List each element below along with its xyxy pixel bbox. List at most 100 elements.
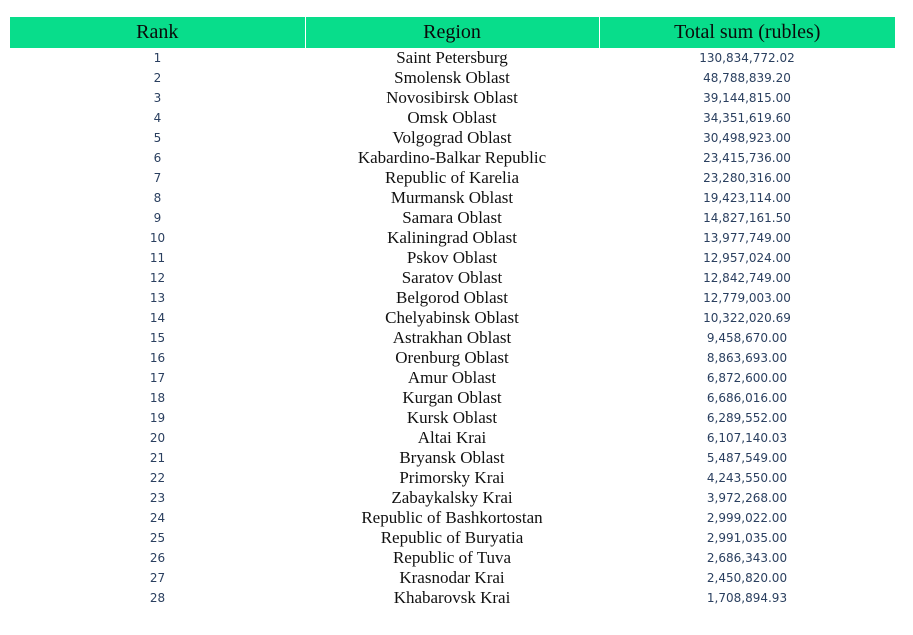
total-sum-cell: 9,458,670.00 (706, 331, 788, 345)
rank-cell: 20 (149, 431, 166, 445)
rank-cell: 27 (149, 571, 166, 585)
total-sum-cell: 6,872,600.00 (706, 371, 788, 385)
total-sum-cell: 2,450,820.00 (706, 571, 788, 585)
rank-cell: 17 (149, 371, 166, 385)
region-cell: Zabaykalsky Krai (391, 488, 513, 507)
table-row: 1 Saint Petersburg 130,834,772.02 (10, 48, 895, 68)
rank-cell: 7 (153, 171, 162, 185)
rank-cell: 4 (153, 111, 162, 125)
table-row: 27 Krasnodar Krai 2,450,820.00 (10, 568, 895, 588)
table-row: 25 Republic of Buryatia 2,991,035.00 (10, 528, 895, 548)
region-cell: Republic of Bashkortostan (361, 508, 543, 527)
rank-cell: 6 (153, 151, 162, 165)
column-header-region: Region (305, 17, 600, 48)
total-sum-cell: 23,415,736.00 (703, 151, 791, 165)
rank-cell: 14 (149, 311, 166, 325)
rank-cell: 11 (149, 251, 166, 265)
rank-cell: 13 (149, 291, 166, 305)
table-row: 14 Chelyabinsk Oblast 10,322,020.69 (10, 308, 895, 328)
table-body: 1 Saint Petersburg 130,834,772.02 2 Smolensk… (10, 48, 895, 608)
total-sum-cell: 6,686,016.00 (706, 391, 788, 405)
region-cell: Murmansk Oblast (390, 188, 514, 207)
region-cell: Astrakhan Oblast (392, 328, 512, 347)
total-sum-cell: 6,289,552.00 (706, 411, 788, 425)
total-sum-cell: 1,708,894.93 (706, 591, 788, 605)
table-row: 16 Orenburg Oblast 8,863,693.00 (10, 348, 895, 368)
table-row: 7 Republic of Karelia 23,280,316.00 (10, 168, 895, 188)
table-row: 17 Amur Oblast 6,872,600.00 (10, 368, 895, 388)
total-sum-cell: 14,827,161.50 (703, 211, 791, 225)
region-cell: Belgorod Oblast (396, 288, 508, 307)
region-cell: Samara Oblast (402, 208, 502, 227)
table-row: 18 Kurgan Oblast 6,686,016.00 (10, 388, 895, 408)
table-row: 13 Belgorod Oblast 12,779,003.00 (10, 288, 895, 308)
region-cell: Primorsky Krai (399, 468, 505, 487)
rank-cell: 21 (149, 451, 166, 465)
total-sum-cell: 19,423,114.00 (703, 191, 791, 205)
table-row: 2 Smolensk Oblast 48,788,839.20 (10, 68, 895, 88)
region-cell: Krasnodar Krai (399, 568, 505, 587)
region-cell: Orenburg Oblast (395, 348, 509, 367)
rank-cell: 16 (149, 351, 166, 365)
rank-cell: 18 (149, 391, 166, 405)
total-sum-cell: 6,107,140.03 (706, 431, 788, 445)
table-row: 8 Murmansk Oblast 19,423,114.00 (10, 188, 895, 208)
table-row: 3 Novosibirsk Oblast 39,144,815.00 (10, 88, 895, 108)
region-cell: Novosibirsk Oblast (386, 88, 518, 107)
rank-cell: 9 (153, 211, 162, 225)
rank-cell: 2 (153, 71, 162, 85)
rank-cell: 3 (153, 91, 162, 105)
rank-cell: 19 (149, 411, 166, 425)
rank-cell: 28 (149, 591, 166, 605)
total-sum-cell: 34,351,619.60 (703, 111, 791, 125)
table-row: 19 Kursk Oblast 6,289,552.00 (10, 408, 895, 428)
total-sum-cell: 23,280,316.00 (703, 171, 791, 185)
total-sum-cell: 3,972,268.00 (706, 491, 788, 505)
table-row: 4 Omsk Oblast 34,351,619.60 (10, 108, 895, 128)
table-row: 9 Samara Oblast 14,827,161.50 (10, 208, 895, 228)
table-row: 28 Khabarovsk Krai 1,708,894.93 (10, 588, 895, 608)
table-row: 23 Zabaykalsky Krai 3,972,268.00 (10, 488, 895, 508)
rank-cell: 1 (153, 51, 162, 65)
region-cell: Kurgan Oblast (402, 388, 502, 407)
total-sum-cell: 4,243,550.00 (706, 471, 788, 485)
rank-cell: 24 (149, 511, 166, 525)
rank-cell: 10 (149, 231, 166, 245)
region-cell: Chelyabinsk Oblast (385, 308, 519, 327)
rank-cell: 26 (149, 551, 166, 565)
table-row: 22 Primorsky Krai 4,243,550.00 (10, 468, 895, 488)
table-row: 11 Pskov Oblast 12,957,024.00 (10, 248, 895, 268)
total-sum-cell: 48,788,839.20 (703, 71, 791, 85)
total-sum-cell: 130,834,772.02 (699, 51, 795, 65)
table-header: Rank Region Total sum (rubles) (10, 17, 895, 48)
region-cell: Pskov Oblast (406, 248, 498, 267)
region-cell: Republic of Buryatia (380, 528, 524, 547)
rank-cell: 22 (149, 471, 166, 485)
total-sum-cell: 12,957,024.00 (703, 251, 791, 265)
rank-cell: 23 (149, 491, 166, 505)
total-sum-cell: 10,322,020.69 (703, 311, 791, 325)
region-cell: Khabarovsk Krai (393, 588, 511, 607)
rank-cell: 5 (153, 131, 162, 145)
region-cell: Saint Petersburg (396, 48, 508, 67)
table-row: 5 Volgograd Oblast 30,498,923.00 (10, 128, 895, 148)
region-cell: Republic of Karelia (384, 168, 520, 187)
region-cell: Volgograd Oblast (392, 128, 512, 147)
total-sum-cell: 12,779,003.00 (703, 291, 791, 305)
table-row: 24 Republic of Bashkortostan 2,999,022.00 (10, 508, 895, 528)
table-row: 21 Bryansk Oblast 5,487,549.00 (10, 448, 895, 468)
header-row: Rank Region Total sum (rubles) (10, 17, 895, 48)
table-row: 15 Astrakhan Oblast 9,458,670.00 (10, 328, 895, 348)
rank-cell: 25 (149, 531, 166, 545)
column-header-total: Total sum (rubles) (599, 17, 895, 48)
total-sum-cell: 12,842,749.00 (703, 271, 791, 285)
table-row: 6 Kabardino-Balkar Republic 23,415,736.00 (10, 148, 895, 168)
total-sum-cell: 8,863,693.00 (706, 351, 788, 365)
region-cell: Kaliningrad Oblast (387, 228, 517, 247)
rank-cell: 8 (153, 191, 162, 205)
region-cell: Kabardino-Balkar Republic (357, 148, 547, 167)
region-cell: Amur Oblast (407, 368, 497, 387)
column-header-rank: Rank (10, 17, 306, 48)
region-cell: Bryansk Oblast (399, 448, 505, 467)
region-cell: Saratov Oblast (401, 268, 503, 287)
